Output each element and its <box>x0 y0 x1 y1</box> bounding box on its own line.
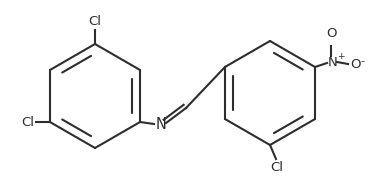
Text: Cl: Cl <box>270 161 283 174</box>
Text: O: O <box>326 27 336 40</box>
Text: N: N <box>328 55 338 68</box>
Text: Cl: Cl <box>89 15 102 28</box>
Text: Cl: Cl <box>21 115 34 129</box>
Text: O: O <box>350 57 360 71</box>
Text: N: N <box>156 116 167 132</box>
Text: +: + <box>337 52 344 61</box>
Text: -: - <box>360 56 364 66</box>
